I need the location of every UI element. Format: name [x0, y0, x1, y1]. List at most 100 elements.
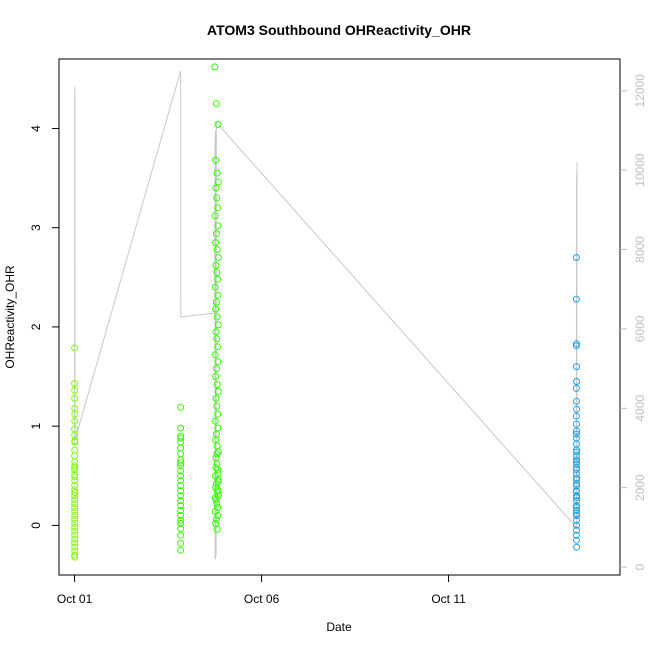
- data-point: [211, 283, 219, 291]
- y-tick-label: 2: [29, 323, 43, 330]
- data-point: [177, 434, 185, 442]
- data-point: [212, 484, 220, 492]
- y-tick-label: 4: [29, 125, 43, 132]
- data-point: [572, 384, 580, 392]
- data-point: [213, 450, 221, 458]
- data-point: [71, 515, 79, 523]
- data-point: [572, 295, 580, 303]
- data-point: [213, 402, 221, 410]
- data-point: [214, 448, 222, 456]
- data-point: [573, 526, 581, 534]
- data-point: [177, 472, 185, 480]
- data-point: [214, 466, 222, 474]
- data-point: [212, 261, 220, 269]
- data-point: [71, 553, 79, 561]
- x-axis: Oct 01 Oct 06 Oct 11: [57, 574, 466, 606]
- data-point: [71, 410, 79, 418]
- data-point: [177, 487, 185, 495]
- data-point: [71, 452, 79, 460]
- data-point: [573, 494, 581, 502]
- data-point: [572, 254, 580, 261]
- data-point: [71, 473, 79, 481]
- data-point: [212, 298, 220, 306]
- data-point: [71, 519, 79, 527]
- data-point: [71, 539, 79, 547]
- x-tick-label: Oct 06: [244, 592, 280, 606]
- data-point: [214, 343, 222, 351]
- data-point: [177, 459, 185, 467]
- data-point: [572, 516, 580, 524]
- x-tick-label: Oct 01: [57, 592, 93, 606]
- data-point: [212, 184, 220, 192]
- data-point: [214, 178, 222, 186]
- data-point: [71, 466, 79, 474]
- data-point: [212, 515, 220, 523]
- data-point: [71, 504, 79, 511]
- x-tick-label: Oct 11: [431, 592, 466, 606]
- y2-tick-label: 0: [633, 563, 647, 570]
- data-point: [212, 100, 220, 108]
- data-point: [213, 313, 221, 321]
- data-point: [71, 437, 79, 445]
- data-point: [214, 222, 222, 230]
- data-point: [573, 340, 580, 348]
- data-point: [177, 444, 185, 452]
- y2-tick-label: 4000: [633, 395, 647, 422]
- data-point: [214, 275, 222, 283]
- data-point: [177, 424, 185, 432]
- data-point: [572, 430, 580, 438]
- y2-tick-label: 6000: [633, 315, 647, 342]
- data-point: [573, 536, 580, 544]
- data-point: [211, 212, 219, 220]
- data-point: [213, 194, 221, 202]
- points-layer: [71, 63, 581, 561]
- data-point: [212, 239, 220, 247]
- data-point: [177, 531, 185, 539]
- data-point: [177, 502, 185, 509]
- data-point: [211, 63, 219, 71]
- data-point: [177, 467, 185, 475]
- data-point: [573, 456, 580, 464]
- data-point: [572, 412, 580, 420]
- data-point: [71, 464, 79, 472]
- data-point: [573, 448, 581, 456]
- data-point: [572, 510, 580, 517]
- data-point: [214, 410, 222, 418]
- data-point: [213, 169, 221, 177]
- secondary-line-layer: [74, 70, 578, 560]
- data-point: [177, 516, 185, 524]
- data-point: [211, 417, 219, 425]
- data-point: [213, 335, 221, 343]
- data-point: [212, 464, 220, 472]
- data-point: [212, 305, 220, 313]
- data-point: [212, 373, 220, 380]
- data-point: [573, 363, 580, 371]
- y-tick-label: 0: [29, 522, 43, 529]
- data-point: [573, 480, 580, 488]
- data-point: [177, 450, 185, 458]
- data-point: [573, 543, 581, 551]
- data-point: [214, 358, 222, 366]
- data-point: [213, 246, 221, 253]
- data-point: [214, 478, 222, 486]
- data-point: [573, 420, 580, 428]
- data-point: [177, 512, 185, 519]
- data-point: [71, 543, 79, 551]
- data-point: [214, 291, 222, 299]
- data-point: [177, 524, 185, 532]
- data-point: [573, 427, 581, 435]
- data-point: [573, 497, 581, 505]
- data-point: [213, 525, 221, 533]
- data-point: [213, 268, 221, 276]
- data-point: [177, 539, 185, 547]
- data-point: [212, 394, 220, 402]
- data-point: [573, 492, 580, 500]
- data-point: [572, 466, 580, 474]
- data-point: [213, 381, 221, 388]
- data-point: [214, 512, 222, 519]
- data-point: [71, 394, 79, 402]
- y-tick-label: 3: [29, 224, 43, 231]
- data-point: [177, 482, 185, 490]
- data-point: [214, 470, 222, 478]
